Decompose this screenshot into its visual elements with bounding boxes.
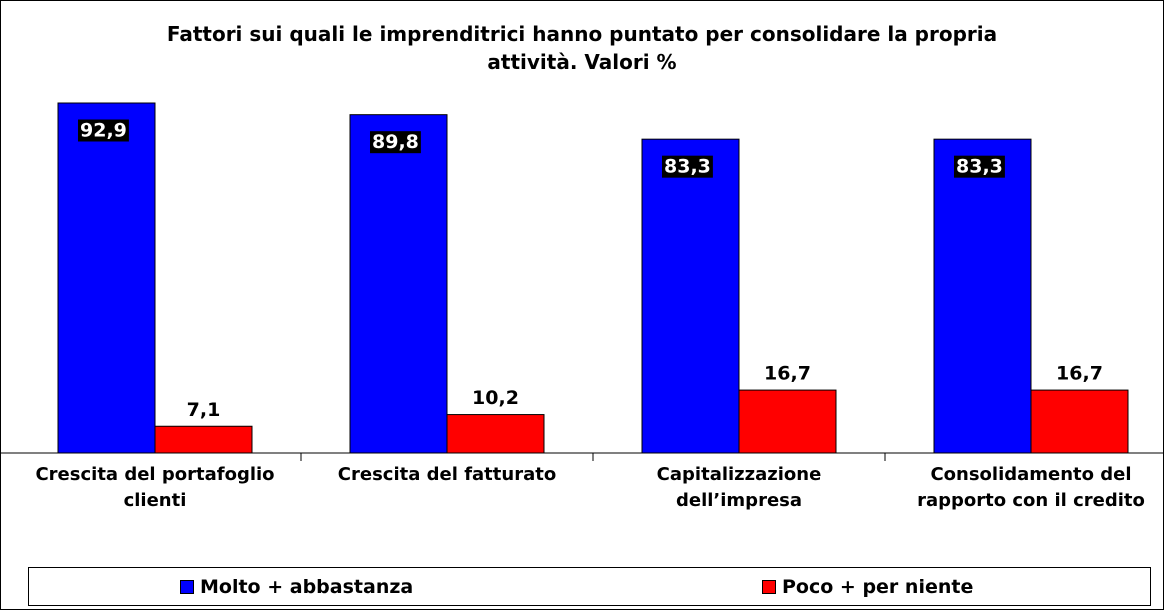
x-tick-label: Crescita del portafoglio clienti	[35, 464, 275, 511]
bar	[57, 102, 156, 454]
bar	[738, 389, 837, 454]
data-label: 83,3	[664, 156, 711, 178]
data-label: 16,7	[764, 363, 811, 385]
data-label-bg	[78, 119, 129, 142]
data-label-bg	[662, 155, 713, 178]
legend-label: Molto + abbastanza	[200, 576, 414, 598]
legend-entry: Molto + abbastanza	[180, 574, 413, 600]
bar	[446, 414, 545, 454]
data-label: 89,8	[372, 131, 419, 153]
bar	[1030, 389, 1129, 454]
data-label-bg	[370, 131, 421, 154]
x-tick-label: Consolidamento del rapporto con il credi…	[917, 464, 1145, 511]
chart-title: Fattori sui quali le imprenditrici hanno…	[166, 22, 998, 74]
bar	[933, 138, 1032, 454]
bar	[349, 114, 448, 454]
legend-box	[28, 567, 1151, 606]
data-label: 10,2	[472, 387, 519, 409]
data-label: 7,1	[187, 399, 221, 421]
data-label: 16,7	[1056, 363, 1103, 385]
bar	[641, 138, 740, 454]
x-tick-label: Crescita del fatturato	[337, 464, 557, 485]
data-label: 83,3	[956, 156, 1003, 178]
legend-swatch	[762, 580, 776, 594]
bar	[154, 425, 253, 454]
data-label: 92,9	[80, 120, 127, 142]
legend-entry: Poco + per niente	[762, 574, 973, 600]
data-label-bg	[954, 155, 1005, 178]
x-tick-label: Capitalizzazione dell’impresa	[656, 464, 822, 511]
legend-label: Poco + per niente	[782, 576, 974, 598]
legend-swatch	[180, 580, 194, 594]
